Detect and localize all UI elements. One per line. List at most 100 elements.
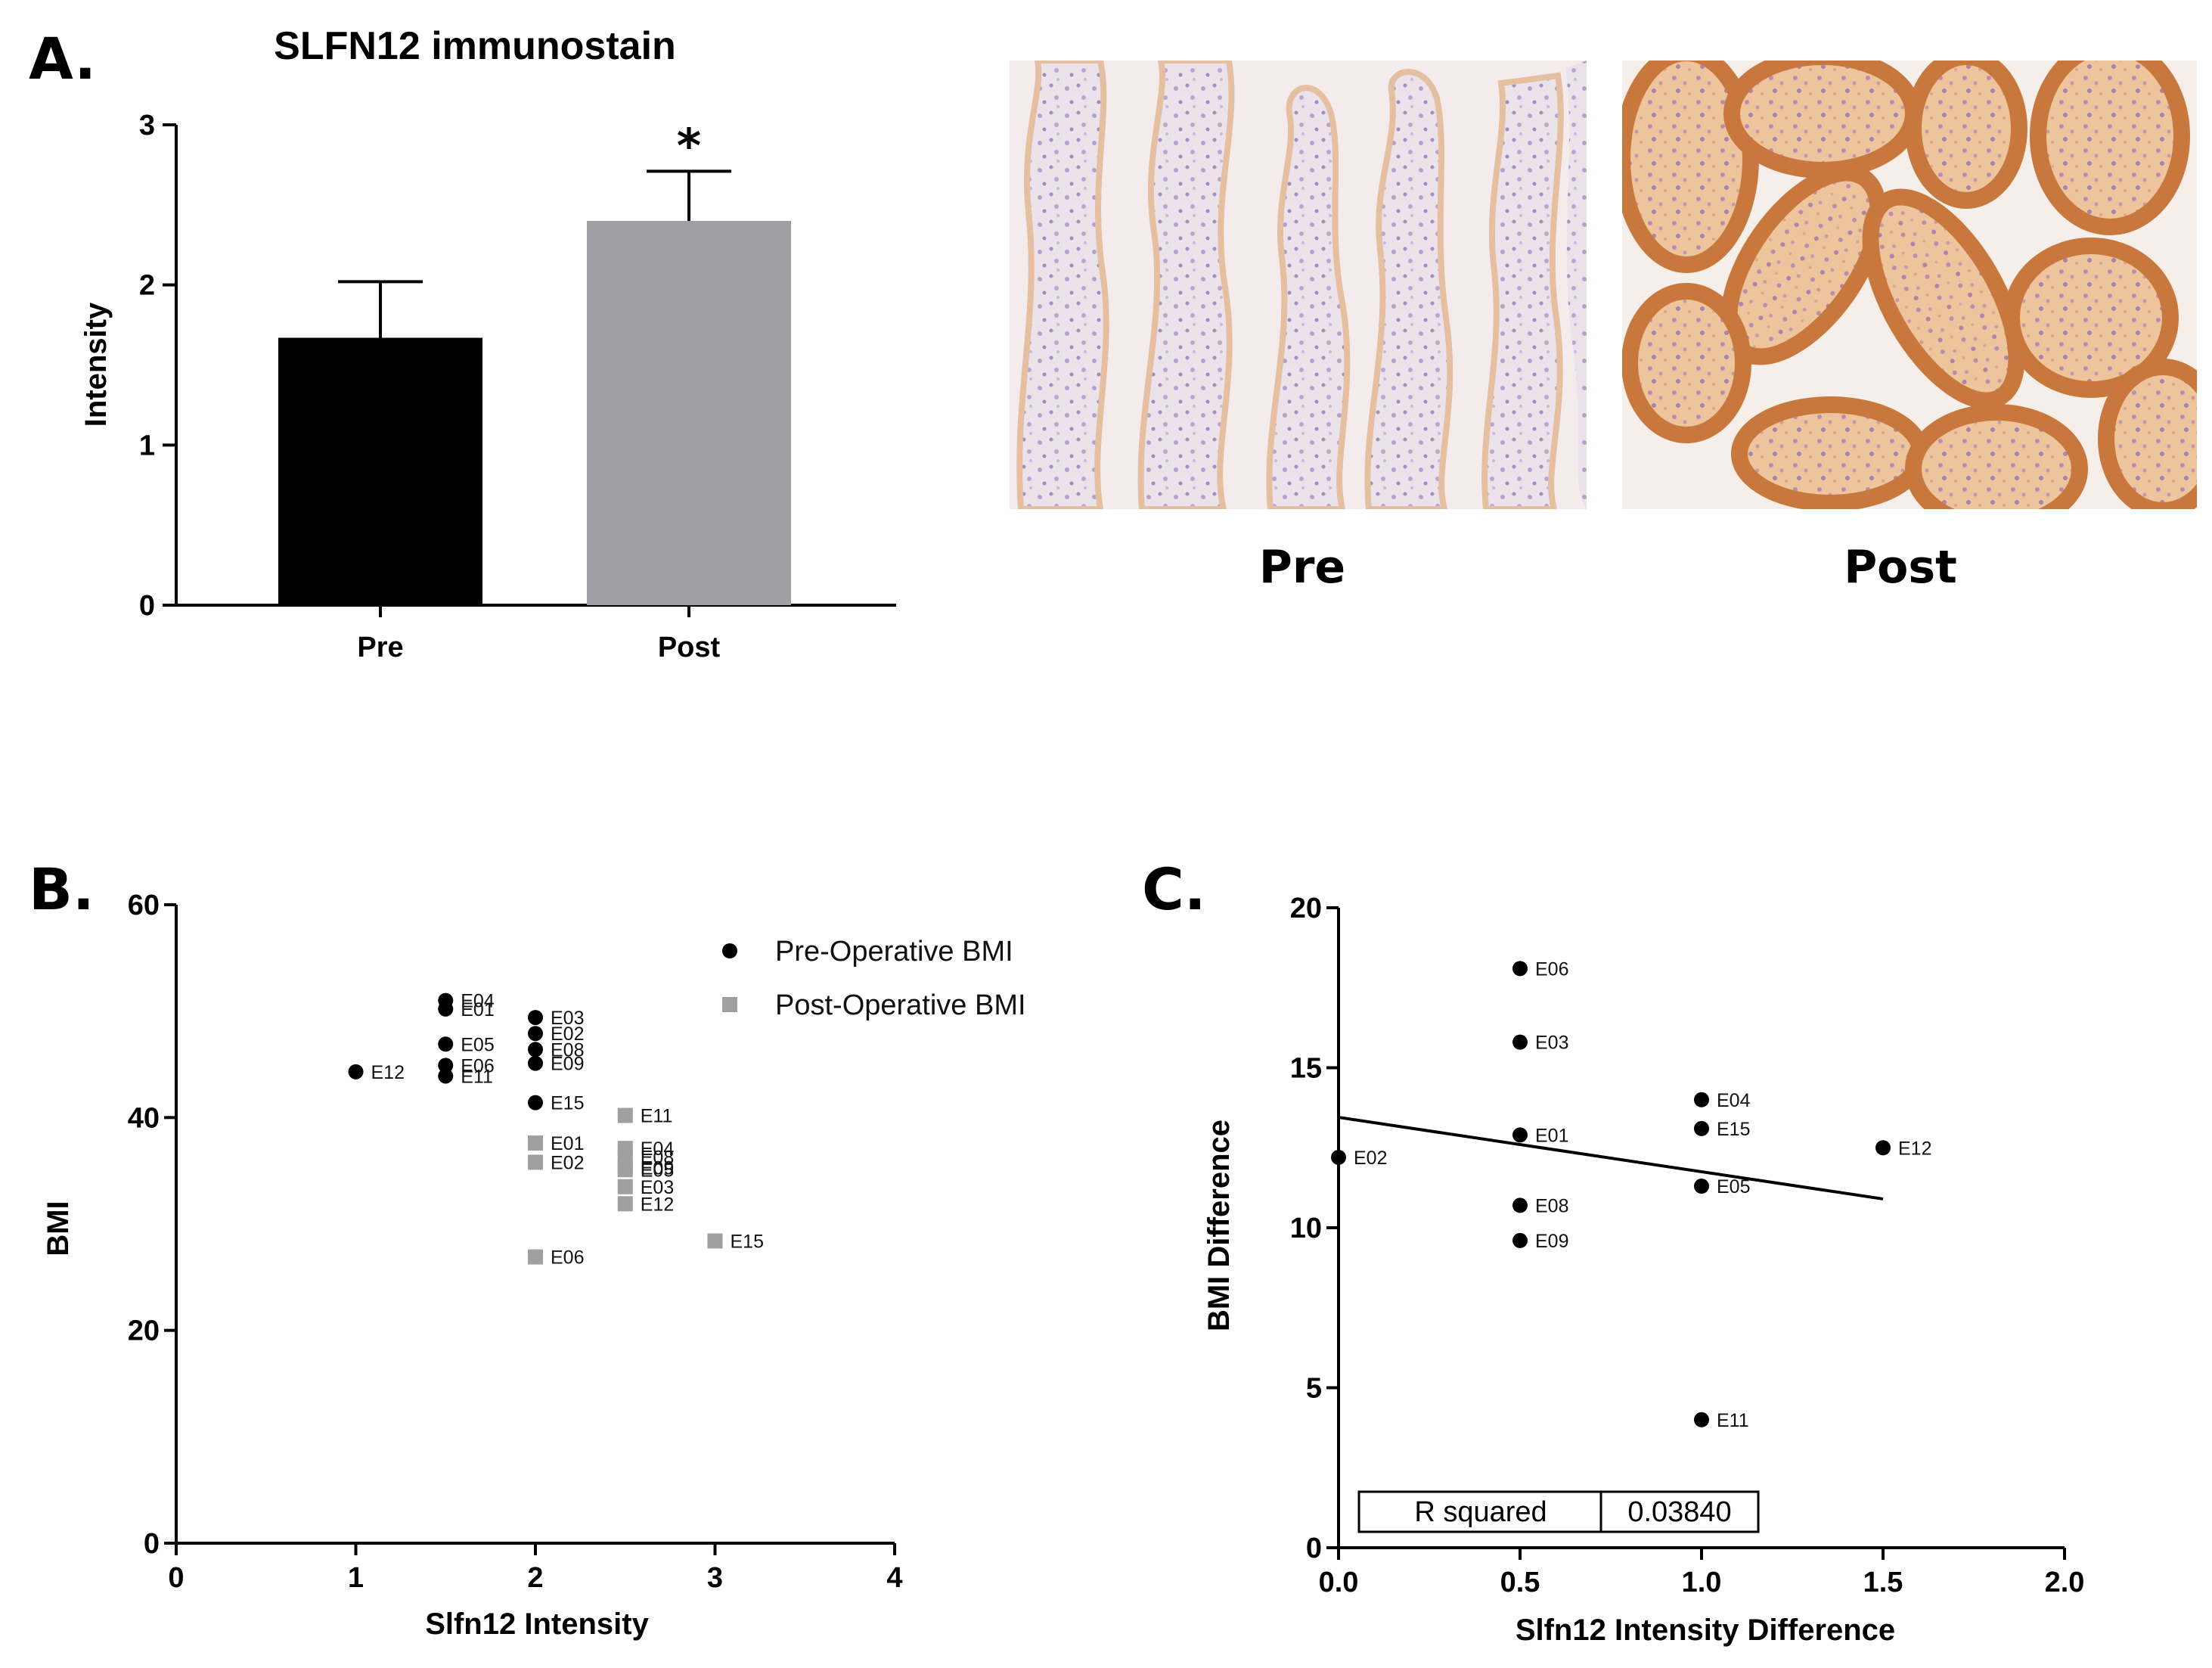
- panel-a-title: SLFN12 immunostain: [274, 24, 676, 68]
- b-x-tick-label: 4: [886, 1562, 902, 1594]
- c-point-label: E04: [1717, 1090, 1751, 1111]
- scatter-chart-c: 0 5 10 15 20 0.0 0.5 1.0 1.5 2.0 E02 E06 E03 E01 E08 E0…: [1290, 893, 2085, 1598]
- c-point-label: E05: [1717, 1176, 1750, 1197]
- c-point-label: E02: [1354, 1148, 1387, 1169]
- b-point-pre-e02: [528, 1026, 543, 1042]
- b-point-post-e02: [528, 1154, 543, 1170]
- c-point-label: E08: [1535, 1195, 1568, 1216]
- c-point-e06: [1512, 961, 1528, 977]
- r-squared-box: R squared 0.03840: [1357, 1490, 1760, 1533]
- c-point-label: E09: [1535, 1231, 1568, 1252]
- panel-c-letter: C.: [1142, 856, 1206, 923]
- panel-c-x-axis-title: Slfn12 Intensity Difference: [1516, 1614, 1895, 1647]
- b-point-pre-e09: [528, 1055, 543, 1071]
- micrograph-post: [1622, 61, 2197, 509]
- b-legend-pre-label: Pre-Operative BMI: [775, 936, 1013, 968]
- c-point-label: E15: [1717, 1119, 1750, 1140]
- a-bar-post: [587, 221, 791, 605]
- b-point-label: E03: [551, 1008, 584, 1029]
- r-squared-label: R squared: [1414, 1496, 1547, 1528]
- b-point-post-e01: [528, 1135, 543, 1151]
- a-significance-star: *: [677, 118, 701, 173]
- b-point-label: E03: [641, 1177, 674, 1198]
- c-point-label: E11: [1717, 1410, 1749, 1431]
- panel-c-y-axis-title: BMI Difference: [1202, 1120, 1236, 1331]
- b-point-pre-e06: [438, 1058, 454, 1073]
- b-legend-post-marker: [722, 997, 737, 1012]
- b-point-label: E01: [461, 999, 494, 1020]
- b-point-post-e11: [617, 1107, 633, 1123]
- panel-b-letter: B.: [29, 856, 95, 923]
- micrograph-pre: [1010, 61, 1587, 509]
- micrograph-pre-label: Pre: [1259, 541, 1345, 594]
- b-point-label: E08: [551, 1039, 584, 1061]
- panel-b-y-axis-title: BMI: [42, 1201, 75, 1256]
- b-point-label: E09: [551, 1054, 584, 1075]
- b-legend-post-label: Post-Operative BMI: [775, 989, 1026, 1021]
- b-point-label: E02: [551, 1152, 584, 1173]
- c-y-tick-label: 10: [1290, 1213, 1322, 1244]
- b-y-tick-label: 0: [144, 1528, 160, 1560]
- b-point-label: E04: [641, 1138, 675, 1160]
- a-y-tick-label: 2: [139, 270, 155, 302]
- c-x-tick-label: 0.0: [1319, 1567, 1359, 1598]
- b-x-tick-label: 0: [168, 1562, 184, 1594]
- a-y-tick-label: 0: [139, 590, 155, 622]
- b-y-tick-label: 20: [128, 1315, 160, 1347]
- c-point-e03: [1512, 1034, 1528, 1050]
- c-x-tick-label: 2.0: [2045, 1567, 2085, 1598]
- b-point-label: E02: [551, 1023, 584, 1045]
- c-point-e02: [1331, 1149, 1346, 1165]
- b-point-label: E15: [551, 1093, 584, 1114]
- b-point-label: E06: [461, 1055, 494, 1076]
- a-y-tick-label: 3: [139, 110, 155, 141]
- b-point-post-e15: [707, 1233, 723, 1249]
- b-point-label: E12: [371, 1062, 405, 1083]
- b-point-post-e03: [617, 1179, 633, 1194]
- c-point-e09: [1512, 1232, 1528, 1248]
- c-point-label: E06: [1535, 958, 1568, 980]
- b-point-label: E01: [551, 1133, 584, 1154]
- c-x-tick-label: 1.5: [1863, 1567, 1903, 1598]
- bar-chart-a: 0 1 2 3 Pre Post *: [139, 110, 896, 663]
- c-point-label: E01: [1535, 1125, 1568, 1146]
- c-y-tick-label: 15: [1290, 1053, 1322, 1085]
- c-point-label: E03: [1535, 1033, 1568, 1054]
- a-bar-pre: [278, 337, 482, 605]
- b-point-label: E04: [461, 991, 495, 1012]
- a-x-tick-label: Post: [658, 632, 721, 663]
- c-point-e01: [1512, 1127, 1528, 1143]
- b-legend: Pre-Operative BMI Post-Operative BMI: [722, 936, 1026, 1021]
- a-y-tick-label: 1: [139, 430, 155, 461]
- c-point-label: E12: [1898, 1138, 1931, 1159]
- b-point-label: E09: [641, 1157, 674, 1179]
- b-point-label: E11: [461, 1066, 493, 1087]
- micrograph-post-label: Post: [1844, 541, 1957, 594]
- b-point-pre-e11: [438, 1068, 454, 1084]
- b-point-post-e09: [617, 1160, 633, 1176]
- b-point-label: E15: [731, 1232, 764, 1253]
- b-point-label: E11: [641, 1106, 673, 1127]
- c-x-tick-label: 1.0: [1682, 1567, 1722, 1598]
- a-x-tick-label: Pre: [357, 632, 403, 663]
- c-point-e12: [1875, 1140, 1891, 1156]
- b-point-label: E08: [641, 1147, 674, 1168]
- c-point-e04: [1694, 1092, 1709, 1107]
- b-point-post-e06: [528, 1249, 543, 1265]
- r-squared-value: 0.03840: [1627, 1496, 1731, 1528]
- panel-a-y-axis-title: Intensity: [79, 302, 113, 427]
- panel-b-x-axis-title: Slfn12 Intensity: [425, 1607, 649, 1641]
- b-x-tick-label: 1: [348, 1562, 364, 1594]
- panel-a-letter: A.: [29, 25, 96, 92]
- b-y-tick-label: 40: [128, 1102, 160, 1134]
- c-y-tick-label: 20: [1290, 893, 1322, 924]
- c-point-e08: [1512, 1197, 1528, 1213]
- b-point-pre-e08: [528, 1042, 543, 1058]
- b-point-pre-e12: [348, 1064, 364, 1079]
- b-point-pre-e05: [438, 1036, 454, 1052]
- b-legend-pre-marker: [722, 943, 737, 958]
- b-x-tick-label: 3: [707, 1562, 723, 1594]
- b-x-tick-label: 2: [527, 1562, 543, 1594]
